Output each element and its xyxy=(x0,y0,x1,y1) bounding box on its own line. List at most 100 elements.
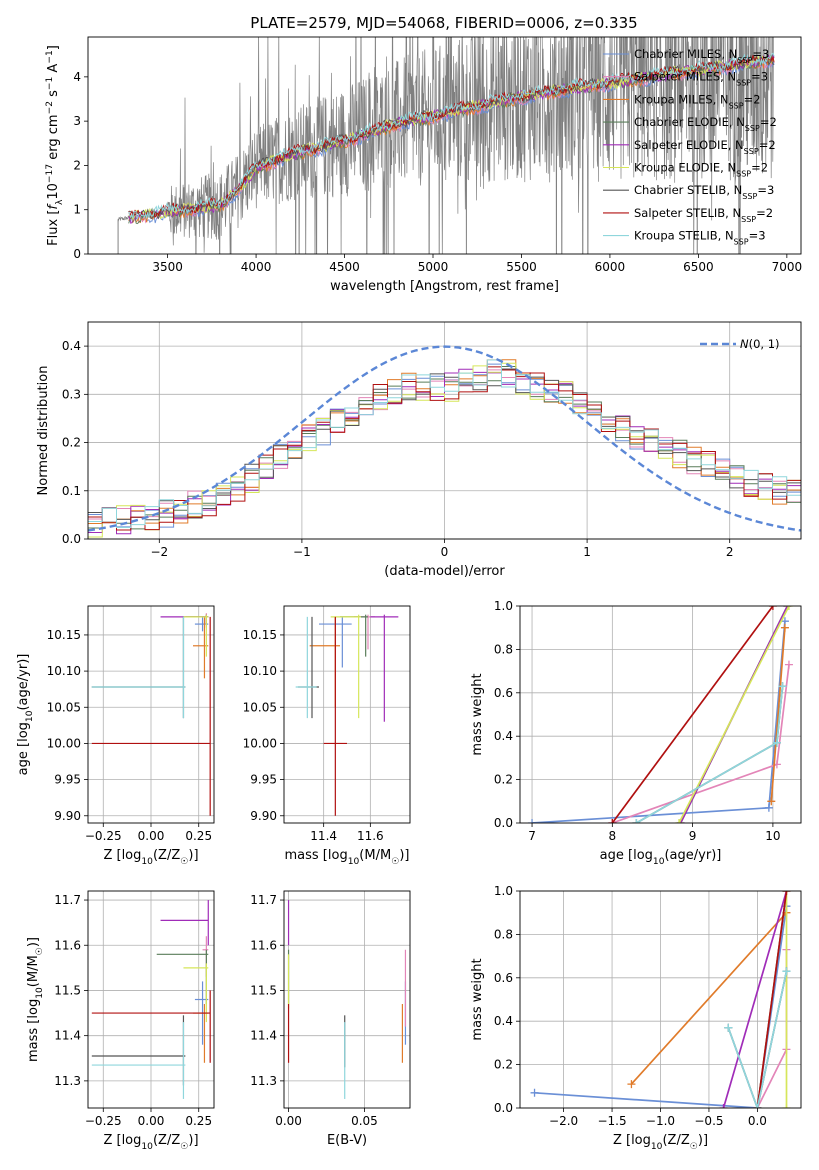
mass-vs-Z-panel: −0.25 0.00 0.25 11.3 11.4 11.5 11.6 11.7 Z [log1… xyxy=(26,890,215,1152)
x-tick-label: 11.6 xyxy=(357,829,384,843)
weight-marker xyxy=(780,623,789,632)
weight-line-chabrier-stelib xyxy=(635,686,784,823)
legend-label: Salpeter ELODIE, NSSP=2 xyxy=(634,138,776,156)
y-tick-label: 0.0 xyxy=(62,532,81,546)
histogram-salpeter-elodie xyxy=(88,368,801,535)
axes-frame xyxy=(87,321,802,540)
y-axis-label: mass weight xyxy=(470,958,485,1040)
weight-marker xyxy=(782,891,791,895)
y-axis-label: mass weight xyxy=(470,673,485,755)
age-vs-mass-panel: 11.4 11.6 9.90 9.95 10.00 10.05 10.10 10.15 mass… xyxy=(243,605,411,867)
x-tick-label: −0.5 xyxy=(694,1114,723,1128)
model-line-kroupa-stelib xyxy=(128,52,775,220)
histogram-kroupa-stelib xyxy=(88,359,801,528)
weight-marker xyxy=(753,1104,762,1108)
weight-line-kroupa-stelib xyxy=(635,686,784,823)
residuals-panel: −2 −1 0 1 2 0.0 0.1 0.2 0.3 0.4 (data-model)/error… xyxy=(36,321,802,579)
y-tick-label: 0.0 xyxy=(494,816,513,830)
weight-line-kroupa-elodie xyxy=(678,606,790,823)
y-tick-label: 11.7 xyxy=(250,893,277,907)
axes-frame xyxy=(283,890,411,1109)
weight-marker xyxy=(784,606,793,610)
y-tick-label: 1 xyxy=(73,203,81,217)
axes-frame xyxy=(87,36,802,255)
weight-marker xyxy=(778,682,787,691)
x-tick-label: 6000 xyxy=(595,260,626,274)
y-tick-label: 10.00 xyxy=(243,736,277,750)
x-tick-label: −0.25 xyxy=(85,1114,122,1128)
plot-area xyxy=(91,900,211,1099)
x-tick-label: 7 xyxy=(528,829,536,843)
legend-label: Salpeter STELIB, NSSP=2 xyxy=(634,206,773,224)
x-tick-label: 0.25 xyxy=(185,1114,212,1128)
weight-line-chabrier-miles xyxy=(534,906,788,1108)
y-tick-label: 4 xyxy=(73,70,81,84)
y-tick-label: 0.4 xyxy=(494,729,513,743)
y-tick-label: 10.10 xyxy=(243,664,277,678)
y-tick-label: 9.90 xyxy=(54,809,81,823)
spectrum-title: PLATE=2579, MJD=54068, FIBERID=0006, z=0… xyxy=(250,14,637,32)
y-tick-label: 0.0 xyxy=(494,1101,513,1115)
x-tick-label: 7000 xyxy=(772,260,803,274)
y-tick-label: 11.6 xyxy=(250,938,277,952)
x-axis-label: mass [log10(M/M☉)] xyxy=(285,848,410,867)
legend-label: N(0, 1) xyxy=(740,337,780,351)
y-tick-label: 0 xyxy=(73,247,81,261)
weight-vs-age-panel: 7 8 9 10 0.0 0.2 0.4 0.6 0.8 1.0 age [log10(age/yr… xyxy=(470,599,802,867)
x-tick-label: −0.25 xyxy=(85,829,122,843)
y-tick-label: 1.0 xyxy=(494,884,513,898)
legend-label: Salpeter MILES, NSSP=3 xyxy=(634,70,768,88)
y-tick-label: 11.6 xyxy=(54,938,81,952)
y-axis-label: Normed distribution xyxy=(36,366,51,496)
x-tick-label: 0.25 xyxy=(185,829,212,843)
plot-area xyxy=(91,613,211,816)
weight-marker xyxy=(767,797,776,806)
legend-label: Chabrier ELODIE, NSSP=2 xyxy=(634,115,777,133)
y-tick-label: 9.95 xyxy=(54,773,81,787)
x-axis-label: Z [log10(Z/Z☉)] xyxy=(103,1133,198,1152)
y-tick-label: 10.05 xyxy=(243,700,277,714)
x-tick-label: 1 xyxy=(583,545,591,559)
y-tick-label: 0.2 xyxy=(494,1058,513,1072)
weight-line-salpeter-miles xyxy=(612,664,790,823)
histogram-kroupa-elodie xyxy=(88,362,801,538)
weight-marker xyxy=(674,819,683,823)
y-tick-label: 11.7 xyxy=(54,893,81,907)
weight-marker xyxy=(530,1088,539,1097)
x-axis-label: Z [log10(Z/Z☉)] xyxy=(103,848,198,867)
weight-marker xyxy=(782,967,791,976)
y-tick-label: 0.4 xyxy=(62,339,81,353)
x-tick-label: −2.0 xyxy=(549,1114,578,1128)
y-tick-label: 9.95 xyxy=(250,773,277,787)
y-tick-label: 0.3 xyxy=(62,387,81,401)
y-tick-label: 11.4 xyxy=(54,1029,81,1043)
x-axis-label: wavelength [Angstrom, rest frame] xyxy=(330,279,559,294)
plot-area xyxy=(530,891,791,1108)
weight-marker xyxy=(608,819,617,823)
x-tick-label: 0.00 xyxy=(138,829,165,843)
weight-marker xyxy=(782,1104,791,1108)
x-tick-label: 4000 xyxy=(241,260,272,274)
weight-marker xyxy=(632,819,641,823)
weight-marker xyxy=(772,738,781,747)
x-tick-label: −2 xyxy=(150,545,168,559)
y-tick-label: 10.15 xyxy=(47,628,81,642)
y-tick-label: 11.3 xyxy=(54,1074,81,1088)
x-axis-label: (data-model)/error xyxy=(384,564,505,579)
y-tick-label: 10.10 xyxy=(47,664,81,678)
y-tick-label: 0.8 xyxy=(494,927,513,941)
spectrum-panel: 3500 4000 4500 5000 5500 6000 6500 7000 0 1 2 3 4 wav… xyxy=(45,36,803,294)
x-tick-label: 5500 xyxy=(506,260,537,274)
y-tick-label: 2 xyxy=(73,158,81,172)
y-tick-label: 10.15 xyxy=(243,628,277,642)
y-tick-label: 11.5 xyxy=(250,983,277,997)
x-tick-label: −1.5 xyxy=(597,1114,626,1128)
weight-line-salpeter-stelib xyxy=(611,606,774,823)
legend-label: Kroupa ELODIE, NSSP=2 xyxy=(634,161,768,179)
weight-line-chabrier-miles xyxy=(531,621,786,823)
weight-marker xyxy=(719,1104,728,1108)
x-tick-label: 11.4 xyxy=(310,829,337,843)
y-tick-label: 11.5 xyxy=(54,983,81,997)
y-tick-label: 1.0 xyxy=(494,599,513,613)
y-tick-label: 0.2 xyxy=(62,436,81,450)
